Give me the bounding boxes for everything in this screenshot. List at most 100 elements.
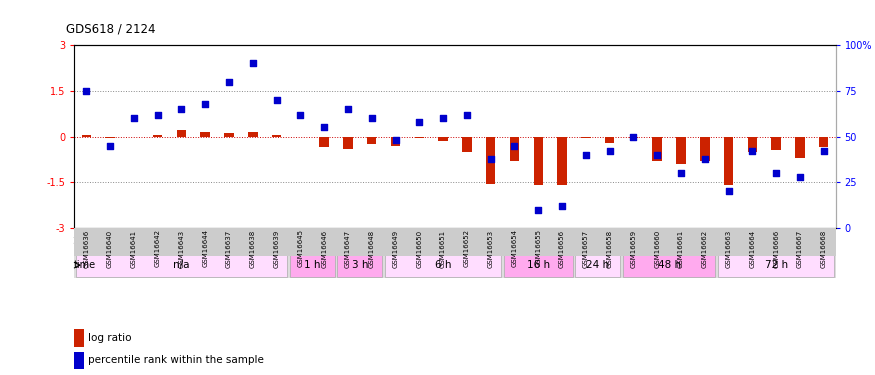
- Text: GSM16648: GSM16648: [368, 230, 374, 268]
- Bar: [504, 253, 573, 277]
- Point: [246, 60, 260, 66]
- Bar: [74, 329, 84, 346]
- Text: hemorrhage: hemorrhage: [530, 236, 594, 245]
- Text: 6 h: 6 h: [435, 260, 452, 270]
- Point: [555, 203, 569, 209]
- Bar: [534, 136, 543, 185]
- Point: [507, 143, 522, 149]
- Bar: [218, 229, 287, 252]
- Point: [341, 106, 355, 112]
- Bar: [653, 136, 662, 161]
- Bar: [290, 229, 835, 252]
- Bar: [486, 136, 495, 184]
- Bar: [819, 136, 829, 147]
- Point: [174, 106, 188, 112]
- Bar: [510, 136, 519, 161]
- Bar: [623, 253, 716, 277]
- Point: [816, 148, 830, 154]
- Point: [317, 124, 331, 130]
- Point: [103, 143, 117, 149]
- Bar: [718, 253, 835, 277]
- Bar: [224, 134, 234, 136]
- Point: [650, 152, 664, 158]
- Text: 72 h: 72 h: [765, 260, 788, 270]
- Point: [199, 100, 213, 106]
- Point: [579, 152, 593, 158]
- Text: n/a: n/a: [173, 260, 190, 270]
- Point: [365, 115, 379, 121]
- Bar: [724, 136, 733, 185]
- Text: GSM16660: GSM16660: [654, 230, 661, 268]
- Point: [150, 112, 164, 118]
- Bar: [795, 136, 805, 158]
- Text: GSM16642: GSM16642: [155, 230, 161, 267]
- Text: 48 h: 48 h: [657, 260, 681, 270]
- Bar: [557, 136, 567, 185]
- Point: [460, 112, 474, 118]
- Point: [388, 137, 402, 143]
- Point: [436, 115, 450, 121]
- Point: [674, 170, 688, 176]
- Bar: [319, 136, 329, 147]
- Bar: [74, 352, 84, 369]
- Text: GSM16657: GSM16657: [583, 230, 589, 268]
- Text: GSM16662: GSM16662: [702, 230, 708, 268]
- Bar: [75, 253, 287, 277]
- Bar: [385, 253, 501, 277]
- Text: GSM16647: GSM16647: [345, 230, 351, 268]
- Text: GSM16653: GSM16653: [487, 230, 493, 268]
- Text: GSM16666: GSM16666: [774, 230, 779, 268]
- Bar: [290, 253, 335, 277]
- Point: [222, 79, 236, 85]
- Bar: [272, 135, 282, 136]
- Text: time: time: [74, 260, 96, 270]
- Point: [746, 148, 760, 154]
- Text: GSM16645: GSM16645: [298, 230, 304, 267]
- Text: GSM16667: GSM16667: [797, 230, 803, 268]
- Text: GSM16640: GSM16640: [107, 230, 113, 268]
- Point: [484, 156, 498, 162]
- Text: GSM16659: GSM16659: [630, 230, 636, 268]
- Point: [793, 174, 807, 180]
- Text: GSM16652: GSM16652: [464, 230, 470, 267]
- Text: GSM16646: GSM16646: [321, 230, 327, 268]
- Point: [127, 115, 141, 121]
- Point: [293, 112, 307, 118]
- Text: GDS618 / 2124: GDS618 / 2124: [66, 22, 155, 36]
- Point: [769, 170, 783, 176]
- Point: [531, 207, 545, 213]
- Bar: [153, 135, 163, 136]
- Point: [722, 189, 736, 195]
- Bar: [337, 253, 382, 277]
- Text: log ratio: log ratio: [88, 333, 131, 343]
- Text: GSM16651: GSM16651: [440, 230, 446, 268]
- Text: GSM16643: GSM16643: [178, 230, 185, 268]
- Bar: [700, 136, 710, 161]
- Text: control: control: [234, 236, 271, 245]
- Point: [412, 119, 426, 125]
- Point: [603, 148, 617, 154]
- Text: GSM16641: GSM16641: [131, 230, 136, 268]
- Bar: [200, 132, 210, 136]
- Bar: [581, 136, 591, 138]
- Bar: [772, 136, 780, 150]
- Bar: [605, 136, 614, 142]
- Text: GSM16638: GSM16638: [249, 230, 255, 268]
- Text: GSM16661: GSM16661: [678, 230, 684, 268]
- Text: 3 h: 3 h: [352, 260, 368, 270]
- Text: sham: sham: [131, 236, 160, 245]
- Bar: [747, 136, 757, 152]
- Text: GSM16654: GSM16654: [512, 230, 517, 267]
- Text: GSM16658: GSM16658: [606, 230, 612, 268]
- Text: protocol: protocol: [74, 236, 114, 245]
- Text: 16 h: 16 h: [527, 260, 550, 270]
- Text: GSM16649: GSM16649: [393, 230, 398, 268]
- Bar: [105, 136, 115, 138]
- Bar: [81, 135, 91, 136]
- Text: GSM16668: GSM16668: [821, 230, 827, 268]
- Text: GSM16656: GSM16656: [559, 230, 565, 268]
- Point: [697, 156, 711, 162]
- Bar: [628, 136, 638, 138]
- Bar: [130, 136, 138, 137]
- Text: GSM16655: GSM16655: [536, 230, 542, 267]
